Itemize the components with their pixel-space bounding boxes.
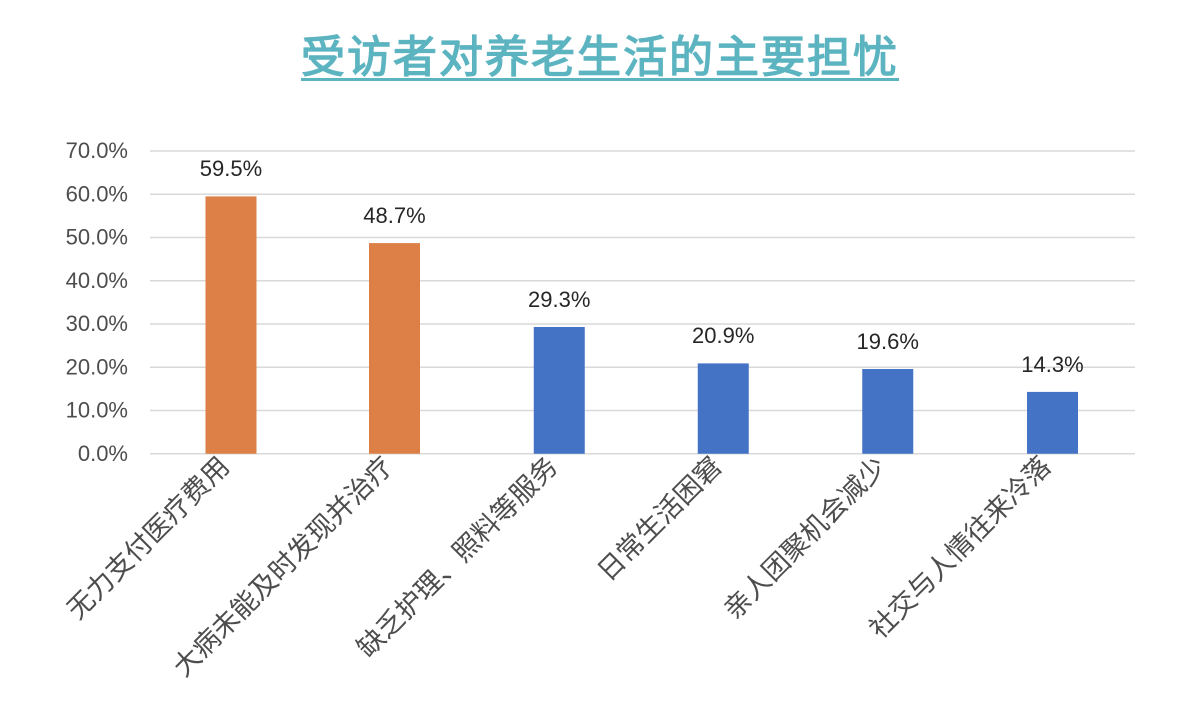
svg-text:社交与人情往来冷落: 社交与人情往来冷落 [864, 451, 1057, 644]
svg-text:29.3%: 29.3% [528, 287, 590, 312]
svg-text:30.0%: 30.0% [66, 311, 128, 336]
svg-text:59.5%: 59.5% [200, 156, 262, 181]
svg-text:40.0%: 40.0% [66, 268, 128, 293]
svg-text:无力支付医疗费用: 无力支付医疗费用 [61, 451, 235, 625]
svg-text:50.0%: 50.0% [66, 225, 128, 250]
svg-text:0.0%: 0.0% [78, 441, 128, 466]
svg-text:亲人团聚机会减少: 亲人团聚机会减少 [718, 451, 892, 625]
svg-text:20.0%: 20.0% [66, 354, 128, 379]
svg-text:14.3%: 14.3% [1021, 352, 1083, 377]
svg-text:日常生活困窘: 日常生活困窘 [592, 451, 728, 587]
svg-text:20.9%: 20.9% [692, 323, 754, 348]
svg-text:60.0%: 60.0% [66, 181, 128, 206]
svg-text:19.6%: 19.6% [857, 329, 919, 354]
svg-text:10.0%: 10.0% [66, 398, 128, 423]
svg-text:48.7%: 48.7% [363, 203, 425, 228]
svg-text:70.0%: 70.0% [66, 138, 128, 163]
